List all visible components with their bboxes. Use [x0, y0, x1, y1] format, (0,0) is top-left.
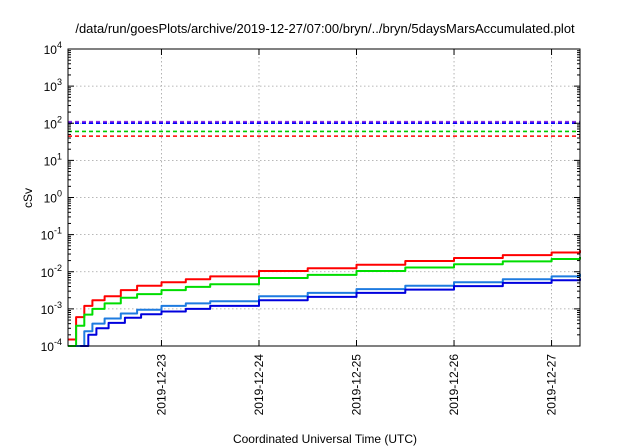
y-tick-label: 10-3 [41, 300, 62, 317]
y-tick-label: 101 [44, 151, 62, 168]
series-line [76, 273, 581, 347]
chart-title: /data/run/goesPlots/archive/2019-12-27/0… [75, 21, 575, 36]
y-tick-label: 104 [44, 40, 62, 57]
y-tick-label: 10-2 [41, 263, 62, 280]
reference-lines [68, 120, 580, 137]
x-tick-label: 2019-12-24 [252, 354, 266, 416]
y-tick-label: 100 [44, 189, 62, 206]
x-tick-label: 2019-12-27 [545, 354, 559, 416]
series-line [68, 257, 581, 347]
x-axis-label: Coordinated Universal Time (UTC) [233, 432, 417, 446]
x-tick-label: 2019-12-23 [154, 354, 168, 416]
y-tick-label: 102 [44, 114, 62, 131]
y-tick-label: 10-4 [41, 337, 62, 354]
series-lines [68, 250, 581, 347]
y-axis-label: cSv [21, 188, 35, 208]
y-tick-label: 103 [44, 77, 62, 94]
series-line [68, 250, 581, 341]
y-tick-label: 10-1 [41, 226, 62, 243]
grid [68, 49, 580, 346]
y-axis-ticks: 10-4 10-3 10-2 10-1 100 101 102 103 104 [41, 40, 580, 354]
x-axis-ticks: 2019-12-23 2019-12-24 2019-12-25 2019-12-26… [154, 49, 559, 416]
series-line [80, 278, 581, 347]
x-tick-label: 2019-12-25 [350, 354, 364, 416]
x-tick-label: 2019-12-26 [447, 354, 461, 416]
